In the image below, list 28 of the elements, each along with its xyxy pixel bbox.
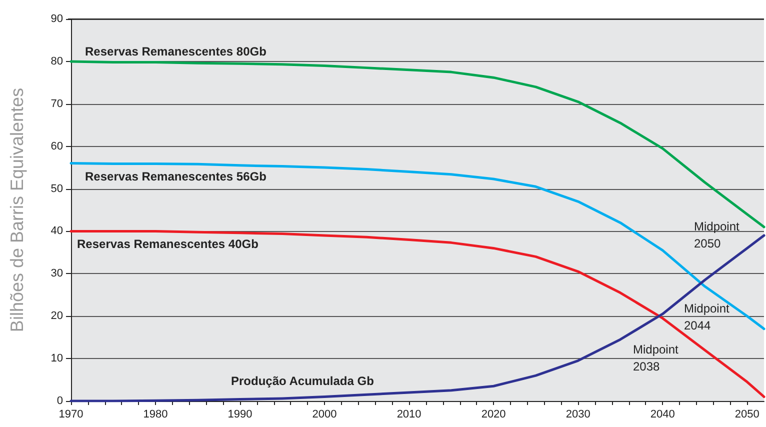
x-tick-label: 2050 [734,408,760,420]
annotation: Midpoint 2050 [694,220,740,250]
y-tick-label: 80 [50,55,63,68]
series-label: Produção Acumulada Gb [231,374,374,388]
y-tick-label: 40 [50,225,63,238]
y-tick-label: 90 [50,13,63,25]
y-tick-label: 20 [50,310,63,322]
series-label: Reservas Remanescentes 80Gb [85,44,266,58]
series-label: Reservas Remanescentes 56Gb [85,169,266,184]
x-tick-label: 2000 [312,408,337,420]
x-tick-label: 2030 [566,408,590,420]
x-tick-label: 2040 [650,408,675,420]
y-tick-label: 70 [50,98,63,110]
x-tick-label: 1970 [58,408,84,420]
series-label: Reservas Remanescentes 40Gb [77,237,258,252]
line-series [70,162,766,330]
y-tick-label: 0 [56,395,63,407]
y-tick-label: 60 [50,140,63,152]
y-tick-label: 30 [50,268,63,280]
y-axis-title: Bilhões de Barris Equivalentes [7,88,27,332]
x-tick-label: 2010 [396,408,422,420]
y-tick-label: 50 [50,182,63,195]
y-tick-label: 10 [50,352,63,365]
x-tick-label: 2020 [481,408,506,420]
annotation: Midpoint 2038 [633,342,680,374]
x-tick-label: 1990 [228,408,252,420]
annotation: Midpoint 2044 [684,302,730,332]
x-tick-label: 1980 [143,408,168,420]
